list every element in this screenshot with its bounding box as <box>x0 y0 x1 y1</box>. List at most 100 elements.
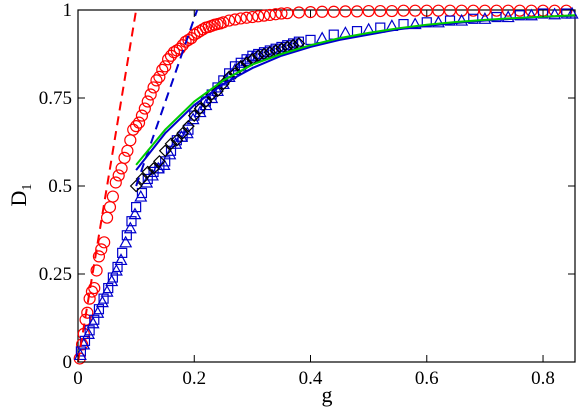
data-point-square <box>103 282 114 294</box>
data-point-circle <box>443 4 457 17</box>
data-point-circle <box>106 190 119 203</box>
data-point-circle <box>130 120 143 133</box>
data-point-square <box>112 261 123 273</box>
y-tick-label: 0 <box>63 352 73 373</box>
data-point-triangle <box>81 327 95 339</box>
data-point-circle <box>502 4 515 17</box>
data-point-triangle <box>180 126 194 139</box>
data-point-square <box>93 304 105 315</box>
data-point-circle <box>252 10 265 23</box>
data-point-circle <box>124 134 137 147</box>
data-point-diamond <box>153 155 166 168</box>
data-point-diamond <box>193 102 207 115</box>
data-point-diamond <box>182 119 195 133</box>
data-point-circle <box>304 6 317 19</box>
data-point-circle <box>385 4 398 18</box>
data-point-circle <box>127 123 140 136</box>
data-point-circle <box>153 70 166 83</box>
data-point-circle <box>223 14 236 27</box>
x-tick-label: 0.4 <box>299 368 323 389</box>
data-point-triangle <box>455 13 469 26</box>
data-point-square <box>491 11 502 23</box>
data-point-triangle <box>408 17 422 30</box>
data-point-circle <box>281 7 294 20</box>
data-point-circle <box>103 201 117 214</box>
x-axis-label: g <box>322 382 333 407</box>
y-axis-label-group: D1 <box>6 184 35 207</box>
x-tick-label: 0.8 <box>531 368 555 389</box>
data-point-circle <box>269 8 282 21</box>
series-layer <box>73 4 579 365</box>
data-point-circle <box>115 162 128 175</box>
series-4 <box>77 9 138 363</box>
data-point-diamond <box>187 109 201 122</box>
series-line <box>77 9 138 363</box>
data-point-circle <box>275 7 288 20</box>
data-point-triangle <box>501 10 515 23</box>
data-point-diamond <box>251 49 265 63</box>
series-line <box>135 14 576 171</box>
y-tick-label: 1 <box>63 0 73 21</box>
data-point-circle <box>409 4 422 17</box>
data-point-circle <box>490 4 503 17</box>
data-point-square <box>136 187 148 199</box>
data-point-square <box>142 173 153 185</box>
data-point-circle <box>246 10 259 24</box>
data-point-diamond <box>135 172 149 186</box>
data-point-square <box>514 10 525 21</box>
y-tick-label: 0.25 <box>39 264 72 285</box>
data-point-circle <box>234 12 247 25</box>
data-point-circle <box>374 4 387 18</box>
data-point-circle <box>316 5 329 18</box>
data-point-triangle <box>169 137 183 149</box>
data-point-square <box>444 15 456 26</box>
data-point-circle <box>147 81 160 94</box>
data-point-circle <box>159 60 172 73</box>
data-point-diamond <box>158 144 172 158</box>
data-point-circle <box>240 11 253 24</box>
data-point-circle <box>179 35 192 48</box>
series-7 <box>135 14 576 166</box>
data-point-triangle <box>91 305 105 318</box>
data-point-triangle <box>128 207 142 220</box>
data-point-diamond <box>141 165 155 179</box>
data-point-circle <box>92 250 106 263</box>
series-1 <box>75 8 572 357</box>
data-point-diamond <box>147 162 160 175</box>
data-point-circle <box>217 16 230 29</box>
y-axis-label-main: D <box>6 191 31 207</box>
data-point-circle <box>121 144 134 157</box>
data-point-circle <box>350 5 364 18</box>
data-point-triangle <box>100 284 114 297</box>
data-point-triangle <box>431 15 445 28</box>
data-point-square <box>98 293 109 304</box>
data-point-circle <box>95 243 108 256</box>
data-point-triangle <box>123 221 137 234</box>
data-point-triangle <box>524 8 538 21</box>
data-point-diamond <box>176 126 189 140</box>
data-point-circle <box>191 26 204 39</box>
data-point-circle <box>161 53 175 66</box>
data-point-circle <box>138 102 151 115</box>
series-6 <box>135 14 576 171</box>
data-point-square <box>189 110 200 121</box>
data-point-triangle <box>478 12 492 24</box>
data-point-circle <box>90 264 103 277</box>
data-point-square <box>84 325 95 336</box>
data-point-circle <box>292 6 305 19</box>
data-point-diamond <box>129 179 143 193</box>
data-point-circle <box>85 285 99 298</box>
data-point-circle <box>257 9 271 22</box>
data-point-square <box>107 272 118 283</box>
data-point-circle <box>432 4 445 17</box>
data-point-circle <box>513 4 526 17</box>
data-point-triangle <box>119 235 133 248</box>
data-point-triangle <box>86 316 100 329</box>
data-point-circle <box>81 306 94 319</box>
y-tick-label: 0.75 <box>39 88 72 109</box>
data-point-circle <box>339 5 352 18</box>
data-point-diamond <box>211 84 224 98</box>
data-point-square <box>89 314 100 325</box>
y-axis-label-subscript: 1 <box>20 184 35 191</box>
